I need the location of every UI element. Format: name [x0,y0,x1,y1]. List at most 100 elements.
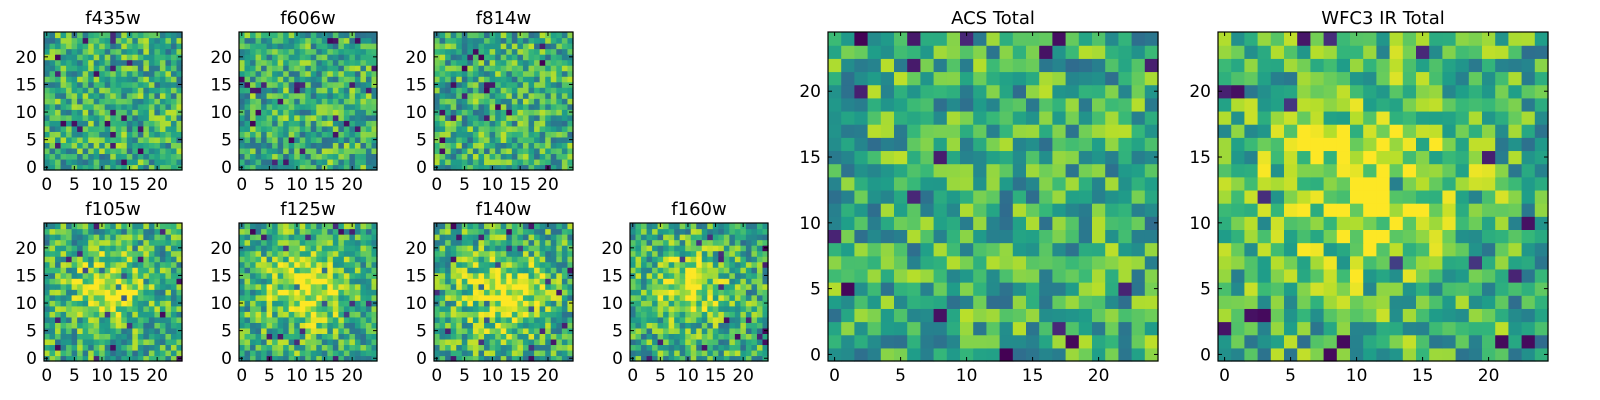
heatmap-cell [176,76,183,83]
heatmap-cell [1078,347,1093,362]
heatmap-cell [277,153,284,160]
heatmap-cell [723,327,730,334]
heatmap-cell [495,153,502,160]
heatmap-cell [495,158,502,166]
heatmap-cell [641,267,648,274]
heatmap-cell [679,316,686,323]
heatmap-cell [668,327,675,334]
heatmap-cell [539,355,546,362]
heatmap-cell [635,267,642,274]
heatmap-cell [561,147,569,155]
heatmap-cell [500,228,507,235]
heatmap-cell [561,294,569,301]
heatmap-cell [517,87,524,94]
heatmap-cell [894,229,908,244]
heatmap-cell [332,109,339,116]
heatmap-cell [641,239,648,246]
heatmap-cell [762,289,769,296]
heatmap-cell [635,294,642,301]
heatmap-cell [165,355,172,362]
heatmap-cell [338,305,345,312]
heatmap-cell [66,289,73,296]
heatmap-cell [132,234,139,241]
heatmap-cell [294,322,301,329]
heatmap-cell [528,114,535,121]
heatmap-cell [674,305,681,312]
heatmap-cell [484,98,491,105]
heatmap-cell [338,223,345,230]
heatmap-cell [176,349,183,357]
heatmap-cell [283,153,290,160]
heatmap-cell [272,256,279,263]
heatmap-cell [723,322,730,329]
heatmap-cell [1118,334,1133,349]
heatmap-cell [310,239,317,246]
heatmap-cell [176,250,183,257]
heatmap-cell [756,245,764,252]
heatmap-cell [143,311,150,318]
heatmap-cell [734,278,741,285]
heatmap-cell [561,327,569,334]
heatmap-cell [277,256,284,263]
heatmap-cell [321,120,328,127]
heatmap-cell [266,261,273,268]
heatmap-cell [534,300,541,307]
heatmap-cell [907,229,921,244]
x-tick-label: 15 [509,366,531,386]
heatmap-cell [99,136,106,143]
heatmap-cell [159,300,167,307]
heatmap-cell [338,37,345,44]
heatmap-cell [283,37,290,44]
heatmap-cell [756,250,764,257]
heatmap-cell [1026,347,1040,362]
heatmap-cell [880,282,895,296]
heatmap-cell [740,239,747,246]
heatmap-cell [701,322,708,329]
heatmap-cell [434,142,441,149]
heatmap-cell [82,300,89,307]
heatmap-cell [272,283,279,290]
heatmap-cell [712,305,719,312]
heatmap-cell [49,92,56,99]
heatmap-cell [679,283,686,290]
heatmap-cell [489,92,496,99]
heatmap-cell [110,234,117,241]
heatmap-cell [299,81,306,88]
heatmap-cell [545,311,552,318]
heatmap-cell [1052,203,1067,217]
heatmap-cell [99,37,106,44]
heatmap-cell [305,245,312,252]
heatmap-cell [266,136,273,143]
heatmap-cell [534,70,541,77]
heatmap-cell [762,338,769,346]
heatmap-cell [657,256,664,263]
heatmap-cell [556,81,563,88]
heatmap-cell [261,349,268,357]
heatmap-cell [371,234,378,241]
heatmap-cell [104,120,111,127]
heatmap-cell [104,54,111,61]
heatmap-cell [154,250,161,257]
heatmap-cell [250,305,257,312]
heatmap-cell [652,355,659,362]
heatmap-cell [445,70,452,77]
heatmap-cell [506,92,513,99]
heatmap-cell [305,32,312,39]
heatmap-cell [77,316,84,323]
heatmap-cell [255,283,262,290]
heatmap-cell [854,282,869,296]
heatmap-cell [712,245,719,252]
heatmap-cell [294,316,301,323]
heatmap-cell [338,32,345,39]
heatmap-cell [484,250,491,257]
heatmap-cell [371,289,378,296]
heatmap-cell [511,311,518,318]
heatmap-cell [82,327,89,334]
heatmap-cell [250,98,257,105]
heatmap-cell [960,334,974,349]
heatmap-cell [288,65,295,72]
heatmap-cell [556,114,563,121]
heatmap-cell [506,158,513,166]
heatmap-cell [66,267,73,274]
heatmap-cell [310,32,317,39]
